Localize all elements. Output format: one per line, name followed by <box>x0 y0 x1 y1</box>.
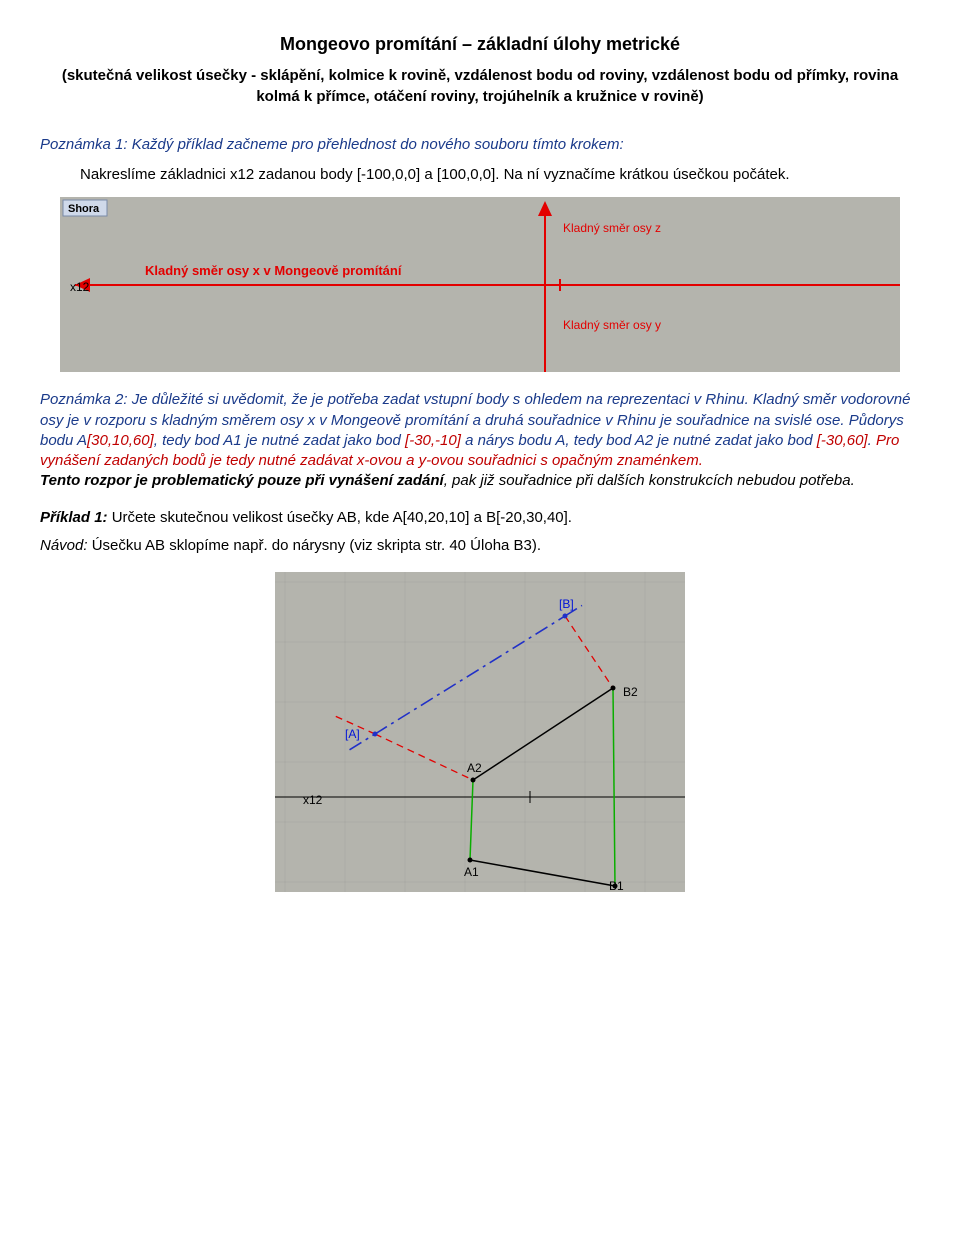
priklad1: Příklad 1: Určete skutečnou velikost úse… <box>40 508 920 528</box>
svg-text:B1: B1 <box>609 879 624 892</box>
note1-heading: Poznámka 1: Každý příklad začneme pro př… <box>40 135 920 155</box>
note2-s2f: [-30,60] <box>817 432 868 449</box>
priklad1-label: Příklad 1: <box>40 509 108 526</box>
note2-s2e: a nárys bodu A, tedy bod A2 je nutné zad… <box>461 432 817 449</box>
page-subtitle: (skutečná velikost úsečky - sklápění, ko… <box>40 66 920 107</box>
svg-text:x12: x12 <box>70 280 90 294</box>
note2-s1: Poznámka 2: Je důležité si uvědomit, že … <box>40 391 910 428</box>
svg-text:Kladný směr osy y: Kladný směr osy y <box>563 318 661 332</box>
figure-shora-axes: Shora x12 Kladný směr osy x v Mongeově pro… <box>60 197 900 372</box>
page-title: Mongeovo promítání – základní úlohy metr… <box>40 32 920 56</box>
navod: Návod: Úsečku AB sklopíme např. do nárys… <box>40 536 920 556</box>
note2-s2d: [-30,-10] <box>405 432 461 449</box>
priklad1-text: Určete skutečnou velikost úsečky AB, kde… <box>108 509 572 526</box>
svg-text:A2: A2 <box>467 761 482 775</box>
note2-paragraph: Poznámka 2: Je důležité si uvědomit, že … <box>40 390 920 491</box>
note2-s2b: [30,10,60] <box>87 432 154 449</box>
note2-s2g: . <box>868 432 876 449</box>
svg-text:x12: x12 <box>303 793 323 807</box>
note2-s2c: , tedy bod A1 je nutné zadat jako bod <box>154 432 405 449</box>
navod-label: Návod: <box>40 537 88 554</box>
svg-text:A1: A1 <box>464 865 479 879</box>
note1-body: Nakreslíme základnici x12 zadanou body [… <box>40 165 920 185</box>
svg-text:B2: B2 <box>623 685 638 699</box>
svg-text:[A]: [A] <box>345 727 360 741</box>
svg-text:Kladný směr osy x v Mongeově: Kladný směr osy x v Mongeově promítání <box>145 263 402 278</box>
svg-text:Shora: Shora <box>68 203 100 215</box>
navod-text: Úsečku AB sklopíme např. do nárysny (viz… <box>88 537 542 554</box>
note2-s4a: Tento rozpor je problematický pouze při … <box>40 472 444 489</box>
note2-s4b: , pak již souřadnice při dalších konstru… <box>444 472 855 489</box>
figure-segment-ab: x12 [B] B2 [A] A2 A1 B1 <box>275 572 685 892</box>
svg-text:Kladný směr osy z: Kladný směr osy z <box>563 221 661 235</box>
svg-text:[B]: [B] <box>559 597 574 611</box>
